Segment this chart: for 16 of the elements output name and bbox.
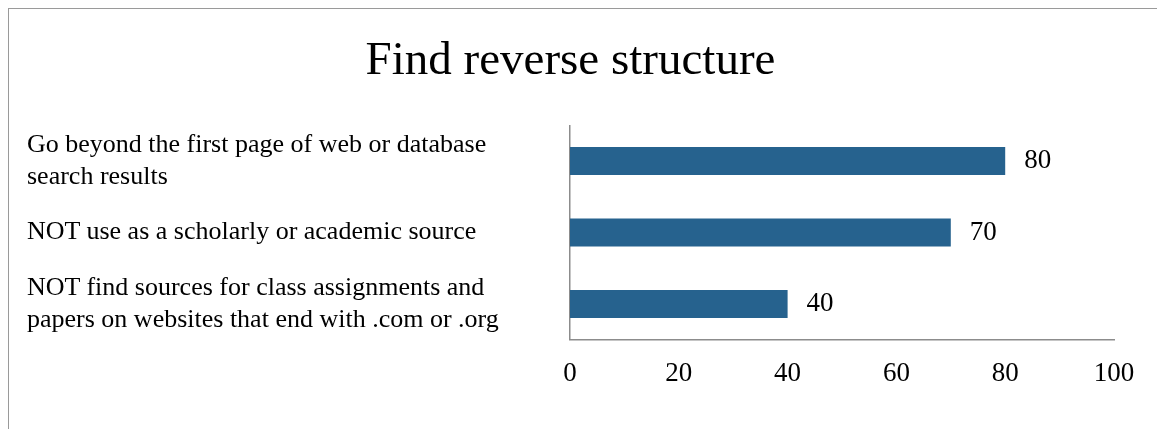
data-label: 40 xyxy=(806,286,834,317)
x-tick-label: 0 xyxy=(563,356,577,387)
y-tick-label: Go beyond the first page of web or database search results xyxy=(27,128,487,190)
x-tick-label: 20 xyxy=(665,356,693,387)
x-tick-label: 60 xyxy=(882,356,910,387)
data-label: 80 xyxy=(1024,144,1052,175)
data-label: 70 xyxy=(969,215,997,246)
y-tick-label: NOT find sources for class assignments and papers on websites that end with .com or .org xyxy=(27,271,499,333)
y-tick-label: NOT use as a scholarly or academic source xyxy=(27,216,477,246)
bar xyxy=(570,289,788,318)
bar xyxy=(570,147,1006,176)
bar xyxy=(570,218,951,247)
chart-title: Find reverse structure xyxy=(365,31,776,84)
x-tick-label: 40 xyxy=(774,356,802,387)
x-tick-label: 80 xyxy=(991,356,1019,387)
x-tick-label: 100 xyxy=(1093,356,1135,387)
